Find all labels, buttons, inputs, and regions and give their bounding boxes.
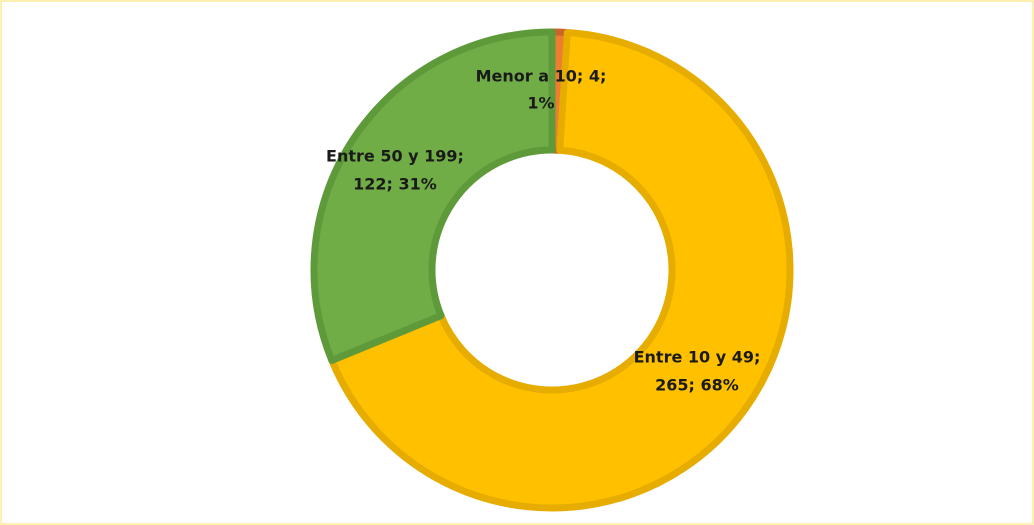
data-label: Menor a 10; 4;	[476, 67, 607, 86]
data-label: 122; 31%	[353, 175, 437, 194]
data-label: 1%	[527, 94, 554, 113]
data-label: Entre 50 y 199;	[326, 147, 464, 166]
data-label: Entre 10 y 49;	[634, 348, 761, 367]
data-label: 265; 68%	[655, 376, 739, 395]
donut-segment	[310, 28, 556, 364]
donut-segment	[328, 28, 794, 512]
